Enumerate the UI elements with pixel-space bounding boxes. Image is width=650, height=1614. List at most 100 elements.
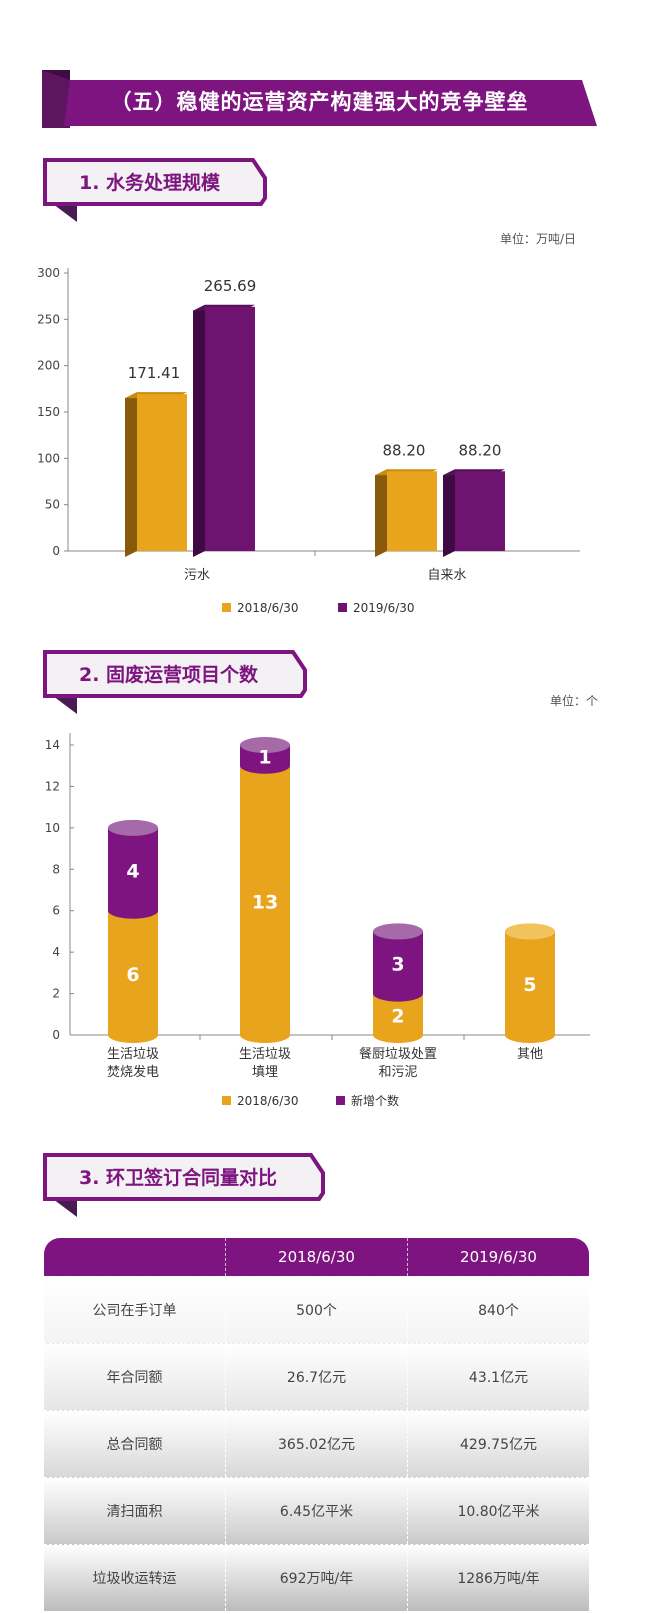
data-label: 3 [391,954,404,976]
x-tick-label: 自来水 [427,568,466,583]
table-cell: 公司在手订单 [92,1303,177,1319]
data-label: 171.41 [128,364,181,382]
bar [373,931,423,1002]
header-cell [44,1238,225,1276]
table-cell: 6.45亿平米 [225,1478,407,1544]
bar-top [373,923,423,940]
y-tick-label: 6 [52,904,60,918]
table-cell: 429.75亿元 [407,1411,589,1477]
data-label: 5 [523,974,536,996]
bar [240,765,290,1043]
y-tick-label: 4 [52,945,60,959]
y-tick-label: 150 [37,405,60,419]
table-header: 2018/6/30 2019/6/30 [44,1238,589,1276]
table-row: 年合同额 26.7亿元 43.1亿元 [44,1343,589,1410]
section-header-water: 1. 水务处理规模 [43,158,273,228]
y-tick-label: 10 [45,821,60,835]
table-cell: 清扫面积 [106,1504,163,1520]
banner-shape [42,70,597,128]
bar [205,306,255,551]
bar-side [375,469,387,557]
bar [373,993,423,1043]
header-cell: 2019/6/30 [407,1238,589,1276]
legend-label: 2018/6/30 [237,601,299,615]
x-tick-label: 餐厨垃圾处置 [359,1046,437,1062]
x-tick-label: 生活垃圾 [107,1047,159,1062]
x-tick-label: 填埋 [252,1065,278,1080]
data-label: 6 [126,964,139,986]
section-title: 2. 固废运营项目个数 [79,664,259,686]
unit-label: 单位：个 [550,694,599,708]
data-label: 13 [252,891,278,913]
legend-swatch [222,603,231,612]
table-cell: 10.80亿平米 [407,1478,589,1544]
data-label: 88.20 [459,441,502,459]
legend-swatch [336,1096,345,1105]
section-header-waste: 2. 固废运营项目个数 [43,650,313,720]
bar-top [505,923,555,940]
bar-side [125,392,137,557]
table-row: 公司在手订单 500个 840个 [44,1276,589,1343]
x-tick-label: 其他 [517,1047,543,1062]
y-tick-label: 14 [45,738,60,752]
y-tick-label: 200 [37,359,60,373]
data-label: 4 [126,860,139,882]
y-tick-label: 2 [52,987,60,1001]
section-banner: （五）稳健的运营资产构建强大的竞争壁垒 [42,70,597,128]
y-tick-label: 12 [45,779,60,793]
y-tick-label: 8 [52,862,60,876]
banner-title: （五）稳健的运营资产构建强大的竞争壁垒 [110,90,529,114]
x-tick-label: 焚烧发电 [107,1064,159,1080]
table-cell: 840个 [407,1277,589,1343]
x-tick-label: 和污泥 [378,1065,417,1080]
table-cell: 1286万吨/年 [407,1545,589,1611]
x-tick-label: 污水 [184,568,210,583]
y-tick-label: 0 [52,1028,60,1042]
table-cell: 500个 [225,1277,407,1343]
y-tick-label: 250 [37,312,60,326]
x-tick-label: 生活垃圾 [239,1047,291,1062]
water-chart: 0 50 100 150 200 250 300 污水 171.41 265.69 自来水 88.20… [37,266,580,615]
bar-side [193,304,205,557]
data-label: 265.69 [204,277,257,295]
table-row: 清扫面积 6.45亿平米 10.80亿平米 [44,1477,589,1544]
data-label: 88.20 [383,441,426,459]
bar [455,471,505,551]
table-cell: 年合同额 [106,1370,163,1386]
section-header-sanitation: 3. 环卫签订合同量对比 [43,1153,333,1223]
table-cell: 43.1亿元 [407,1344,589,1410]
y-tick-label: 50 [45,498,60,512]
table-cell: 26.7亿元 [225,1344,407,1410]
table-cell: 垃圾收运转运 [92,1571,177,1587]
y-tick-label: 0 [52,544,60,558]
data-label: 2 [391,1005,404,1027]
legend-label: 新增个数 [351,1093,399,1108]
table-row: 总合同额 365.02亿元 429.75亿元 [44,1410,589,1477]
legend-swatch [222,1096,231,1105]
bar [108,827,158,919]
data-label: 1 [258,746,271,768]
section-title: 1. 水务处理规模 [79,172,221,194]
section-title: 3. 环卫签订合同量对比 [79,1167,278,1189]
bar [505,931,555,1043]
legend-label: 2019/6/30 [353,601,415,615]
legend-swatch [338,603,347,612]
legend-label: 2018/6/30 [237,1094,299,1108]
bar [108,910,158,1043]
table-row: 垃圾收运转运 692万吨/年 1286万吨/年 [44,1544,589,1611]
bar [137,394,187,551]
bar-side [443,469,455,557]
y-tick-label: 100 [37,451,60,465]
bar-top [108,819,158,836]
bar [387,471,437,551]
bar [240,745,290,774]
table-cell: 692万吨/年 [225,1545,407,1611]
header-cell: 2018/6/30 [225,1238,407,1276]
unit-label: 单位：万吨/日 [500,232,577,246]
table-cell: 总合同额 [106,1437,163,1453]
bar-top [240,737,290,753]
table-cell: 365.02亿元 [225,1411,407,1477]
contract-table: 2018/6/30 2019/6/30 公司在手订单 500个 840个年合同额 26… [44,1238,589,1611]
y-tick-label: 300 [37,266,60,280]
